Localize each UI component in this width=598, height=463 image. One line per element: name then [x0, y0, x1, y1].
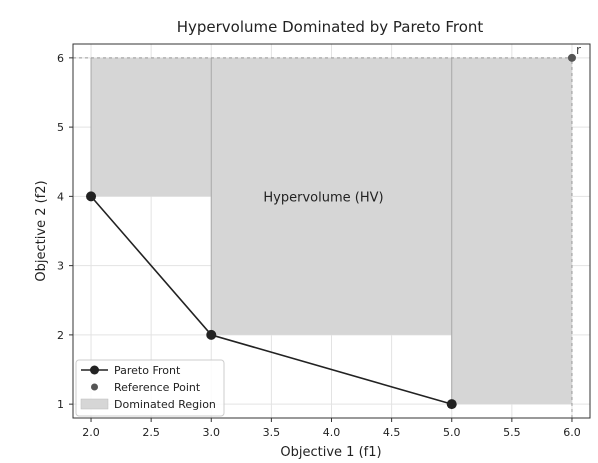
legend: Pareto Front Reference Point Dominated R…	[75, 359, 225, 417]
y-tick-label-3: 4	[57, 190, 64, 203]
x-tick-label-0: 2.0	[82, 426, 100, 439]
y-tick-label-4: 5	[57, 121, 64, 134]
legend-swatch-reference-marker	[91, 383, 98, 391]
dominated-region-rect	[451, 57, 572, 405]
pareto-point-1	[206, 329, 217, 340]
pareto-point-2	[446, 399, 457, 410]
chart-title: Hypervolume Dominated by Pareto Front	[177, 18, 484, 36]
legend-swatch-pareto-marker	[90, 365, 99, 375]
plot-area: r Hypervolume (HV)	[72, 43, 591, 419]
legend-label-dominated-region: Dominated Region	[114, 398, 216, 411]
y-tick-label-1: 2	[57, 329, 64, 342]
x-tick-label-5: 4.5	[383, 426, 401, 439]
reference-lines	[73, 57, 573, 418]
legend-box	[75, 359, 225, 417]
pareto-point-0	[86, 191, 97, 202]
hypervolume-annotation: Hypervolume (HV)	[263, 190, 383, 205]
pareto-front-series	[86, 191, 457, 410]
x-tick-label-7: 5.5	[503, 426, 521, 439]
y-axis-label: Objective 2 (f2)	[34, 180, 49, 281]
reference-point-label: r	[576, 43, 581, 57]
x-tick-label-2: 3.0	[203, 426, 221, 439]
x-tick-label-8: 6.0	[563, 426, 581, 439]
dominated-region	[90, 57, 572, 405]
dominated-region-rect	[211, 57, 452, 335]
x-tick-label-3: 3.5	[263, 426, 281, 439]
legend-label-reference-point: Reference Point	[114, 381, 201, 394]
y-axis-ticks: 1 2 3 4 5 6	[57, 52, 73, 411]
x-tick-label-4: 4.0	[323, 426, 341, 439]
x-tick-label-6: 5.0	[443, 426, 461, 439]
x-tick-label-1: 2.5	[142, 426, 160, 439]
reference-point-marker	[567, 53, 576, 62]
x-axis-label: Objective 1 (f1)	[280, 445, 381, 460]
dominated-region-rect	[91, 57, 212, 197]
legend-label-pareto-front: Pareto Front	[114, 364, 181, 377]
y-tick-label-2: 3	[57, 260, 64, 273]
reference-point-series: r	[567, 43, 581, 62]
y-tick-label-0: 1	[57, 398, 64, 411]
y-tick-label-5: 6	[57, 52, 64, 65]
legend-swatch-dominated-region	[80, 398, 109, 410]
x-axis-ticks: 2.0 2.5 3.0 3.5 4.0 4.5 5.0 5.5 6.0	[82, 418, 581, 439]
